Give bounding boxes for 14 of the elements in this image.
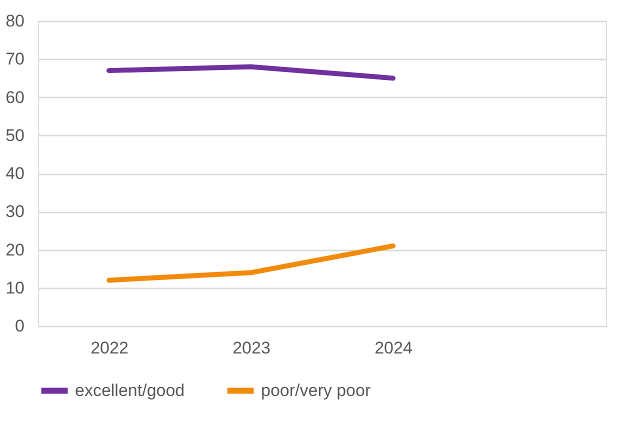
y-tick-label: 80 bbox=[6, 12, 24, 30]
y-tick-label: 30 bbox=[6, 202, 24, 222]
x-tick-label: 2022 bbox=[90, 338, 128, 358]
y-tick-label: 0 bbox=[15, 316, 24, 336]
legend-label: poor/very poor bbox=[261, 380, 371, 400]
y-tick-label: 50 bbox=[6, 126, 24, 145]
legend-label: excellent/good bbox=[75, 380, 185, 400]
y-tick-label: 40 bbox=[6, 164, 24, 183]
x-tick-label: 2023 bbox=[232, 338, 270, 358]
y-tick-label: 60 bbox=[6, 88, 24, 107]
y-tick-label: 20 bbox=[6, 240, 24, 260]
y-tick-label: 10 bbox=[6, 278, 24, 298]
y-tick-label: 70 bbox=[6, 50, 24, 69]
x-tick-label: 2024 bbox=[374, 338, 412, 358]
